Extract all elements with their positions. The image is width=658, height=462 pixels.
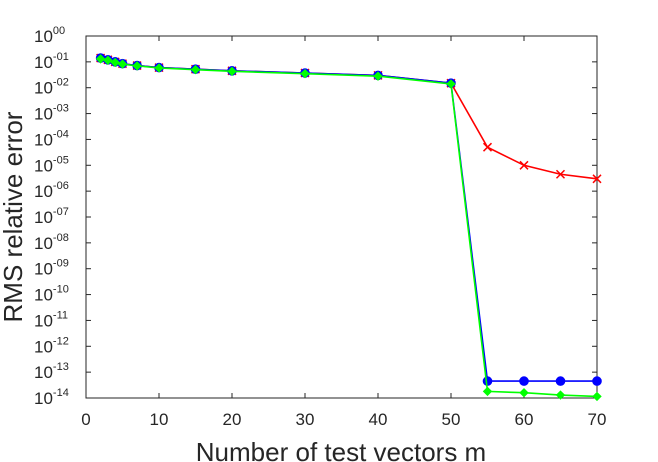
data-point-circle — [555, 376, 566, 386]
data-point-diamond — [110, 57, 120, 68]
y-tick-label: 10-01 — [34, 51, 69, 72]
x-tick-label: 60 — [515, 410, 534, 429]
y-axis-title: RMS relative error — [0, 111, 28, 322]
data-point-diamond — [117, 59, 128, 69]
data-point-diamond — [190, 64, 201, 75]
data-point-diamond — [446, 79, 456, 89]
data-point-diamond — [103, 55, 113, 65]
x-tick-label: 40 — [369, 410, 388, 429]
data-point-diamond — [519, 388, 529, 398]
y-tick-label: 10-13 — [34, 361, 69, 382]
data-point-x — [592, 174, 602, 184]
x-tick-label: 10 — [150, 410, 169, 429]
data-point-diamond — [592, 391, 602, 402]
data-point-circle — [519, 376, 529, 386]
y-tick-label: 1000 — [34, 25, 65, 46]
x-tick-label: 20 — [223, 410, 242, 429]
data-point-circle — [482, 376, 493, 386]
data-point-diamond — [95, 54, 106, 64]
series-3 — [95, 54, 602, 402]
data-point-diamond — [373, 71, 383, 81]
tick-marks — [85, 35, 598, 399]
y-tick-label: 10-08 — [34, 232, 69, 253]
y-tick-label: 10-12 — [34, 335, 69, 356]
data-point-diamond — [132, 61, 142, 71]
data-point-x — [482, 142, 493, 152]
y-tick-label: 10-09 — [34, 258, 69, 279]
x-tick-label: 50 — [442, 410, 461, 429]
x-axis-title: Number of test vectors m — [196, 437, 486, 462]
data-point-x — [555, 169, 566, 179]
y-tick-label: 10-10 — [34, 284, 69, 305]
y-tick-label: 10-14 — [34, 387, 69, 408]
data-point-diamond — [154, 63, 164, 73]
data-point-diamond — [482, 386, 493, 397]
x-tick-labels: 0 10 20 30 40 50 60 70 — [81, 410, 606, 429]
x-tick-label: 0 — [81, 410, 90, 429]
y-tick-labels: 1000 10-01 10-02 10-03 10-04 10-05 10-06 10-07 1… — [34, 25, 69, 408]
y-tick-label: 10-04 — [34, 128, 69, 149]
x-tick-label: 70 — [588, 410, 607, 429]
series-layer — [95, 53, 602, 402]
y-tick-label: 10-02 — [34, 77, 69, 98]
y-tick-label: 10-06 — [34, 180, 69, 201]
data-point-circle — [592, 376, 602, 386]
data-point-diamond — [555, 390, 566, 400]
y-tick-label: 10-07 — [34, 206, 69, 227]
data-point-diamond — [300, 68, 310, 79]
plot-area — [85, 35, 598, 399]
data-point-x — [519, 160, 529, 170]
data-point-diamond — [227, 66, 237, 77]
x-tick-label: 30 — [296, 410, 315, 429]
y-tick-label: 10-05 — [34, 154, 69, 175]
y-tick-label: 10-03 — [34, 103, 69, 124]
y-tick-label: 10-11 — [34, 309, 68, 330]
